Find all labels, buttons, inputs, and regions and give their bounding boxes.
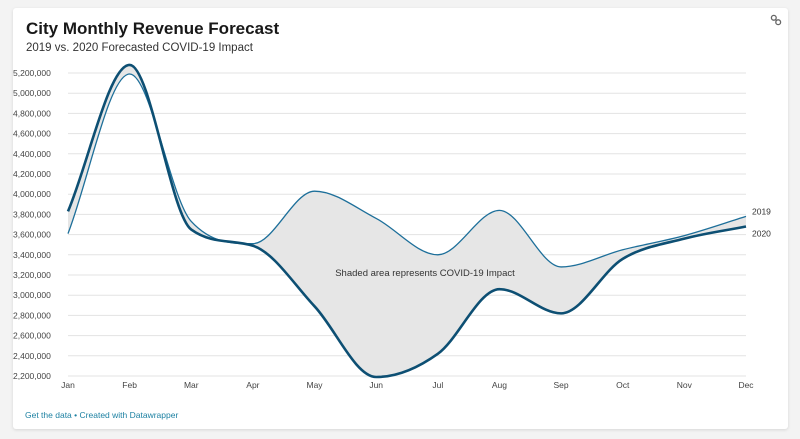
x-tick-label: May	[307, 380, 324, 390]
series-2019-label: 2019	[752, 206, 771, 216]
x-tick-label: Jan	[61, 380, 75, 390]
x-tick-label: Jul	[432, 380, 443, 390]
y-tick-label: 5,200,000	[13, 68, 51, 78]
y-tick-label: 3,000,000	[13, 290, 51, 300]
x-tick-label: Feb	[122, 380, 137, 390]
chart-card: City Monthly Revenue Forecast 2019 vs. 2…	[13, 8, 788, 429]
chart-subtitle: 2019 vs. 2020 Forecasted COVID-19 Impact	[26, 42, 253, 54]
chart-title: City Monthly Revenue Forecast	[26, 19, 280, 38]
y-tick-label: 3,400,000	[13, 250, 51, 260]
y-tick-label: 3,200,000	[13, 270, 51, 280]
footer: Get the data • Created with Datawrapper	[25, 410, 178, 420]
x-tick-label: Apr	[246, 380, 259, 390]
annotation-text: Shaded area represents COVID-19 Impact	[335, 268, 515, 279]
x-tick-label: Sep	[554, 380, 569, 390]
x-tick-label: Mar	[184, 380, 199, 390]
footer-separator: •	[74, 410, 78, 420]
link-icon[interactable]	[770, 14, 782, 26]
series-2020-label: 2020	[752, 229, 771, 239]
y-tick-label: 4,600,000	[13, 129, 51, 139]
series-2019-line	[67, 73, 747, 268]
y-tick-label: 4,200,000	[13, 169, 51, 179]
x-tick-label: Oct	[616, 380, 630, 390]
y-tick-label: 5,000,000	[13, 88, 51, 98]
shaded-area	[68, 64, 746, 378]
x-tick-label: Nov	[677, 380, 693, 390]
y-tick-label: 3,600,000	[13, 230, 51, 240]
line-chart: 2,200,000 2,400,000 2,600,000 2,800,000 3,00…	[13, 63, 771, 390]
y-tick-label: 2,800,000	[13, 310, 51, 320]
y-tick-label: 4,000,000	[13, 189, 51, 199]
y-tick-label: 2,200,000	[13, 371, 51, 381]
x-tick-label: Dec	[738, 380, 754, 390]
y-tick-label: 4,400,000	[13, 149, 51, 159]
y-tick-label: 2,600,000	[13, 331, 51, 341]
get-data-link[interactable]: Get the data	[25, 410, 72, 420]
y-tick-label: 4,800,000	[13, 108, 51, 118]
y-tick-label: 2,400,000	[13, 351, 51, 361]
y-tick-label: 3,800,000	[13, 209, 51, 219]
x-tick-label: Jun	[369, 380, 383, 390]
series-2020-line	[66, 63, 747, 379]
x-tick-label: Aug	[492, 380, 507, 390]
created-with-link[interactable]: Created with Datawrapper	[79, 410, 179, 420]
